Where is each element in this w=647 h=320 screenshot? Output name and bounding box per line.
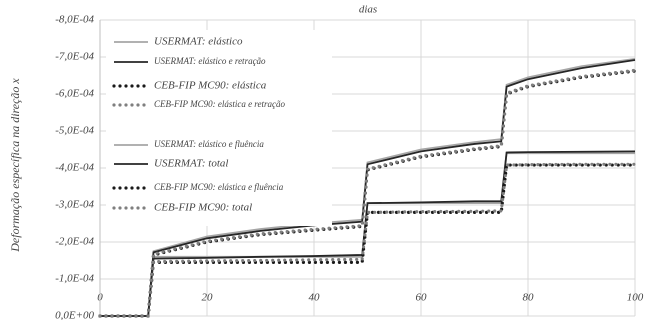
legend-label: CEB-FIP MC90: elástica e retração [154,99,285,109]
y-tick-label: -1,0E-04 [55,273,94,285]
x-tick-label: 40 [309,292,321,304]
chart-title: dias [359,4,377,16]
legend-label: USERMAT: elástico e fluência [154,139,264,149]
y-tick-label: -4,0E-04 [55,162,94,174]
x-tick-label: 20 [202,292,214,304]
series-line [100,57,636,317]
legend-label: USERMAT: elástico e retração [154,56,266,66]
x-tick-label: 100 [627,292,644,304]
y-tick-label: 0,0E+00 [55,310,94,320]
series-line [98,68,637,318]
y-tick-label: -6,0E-04 [55,88,94,100]
x-tick-label: 80 [523,292,535,304]
series-line [98,162,637,318]
legend: USERMAT: elástico USERMAT: elástico e ret… [106,30,332,226]
y-axis-title: Deformação específica na direção x [8,78,22,253]
legend-label: CEB-FIP MC90: total [154,202,252,214]
y-tick-label: -5,0E-04 [55,125,94,137]
legend-label: USERMAT: elástico [154,36,243,48]
series-line [100,59,636,317]
y-tick-label: -7,0E-04 [55,51,94,63]
legend-label: USERMAT: total [154,158,228,170]
x-tick-label: 60 [416,292,428,304]
y-tick-label: -2,0E-04 [55,236,94,248]
y-tick-label: -3,0E-04 [55,199,94,211]
series-line [100,150,636,317]
y-tick-label: -8,0E-04 [55,14,94,26]
legend-label: CEB-FIP MC90: elástica e fluência [154,182,284,192]
legend-label: CEB-FIP MC90: elástica [154,80,267,92]
